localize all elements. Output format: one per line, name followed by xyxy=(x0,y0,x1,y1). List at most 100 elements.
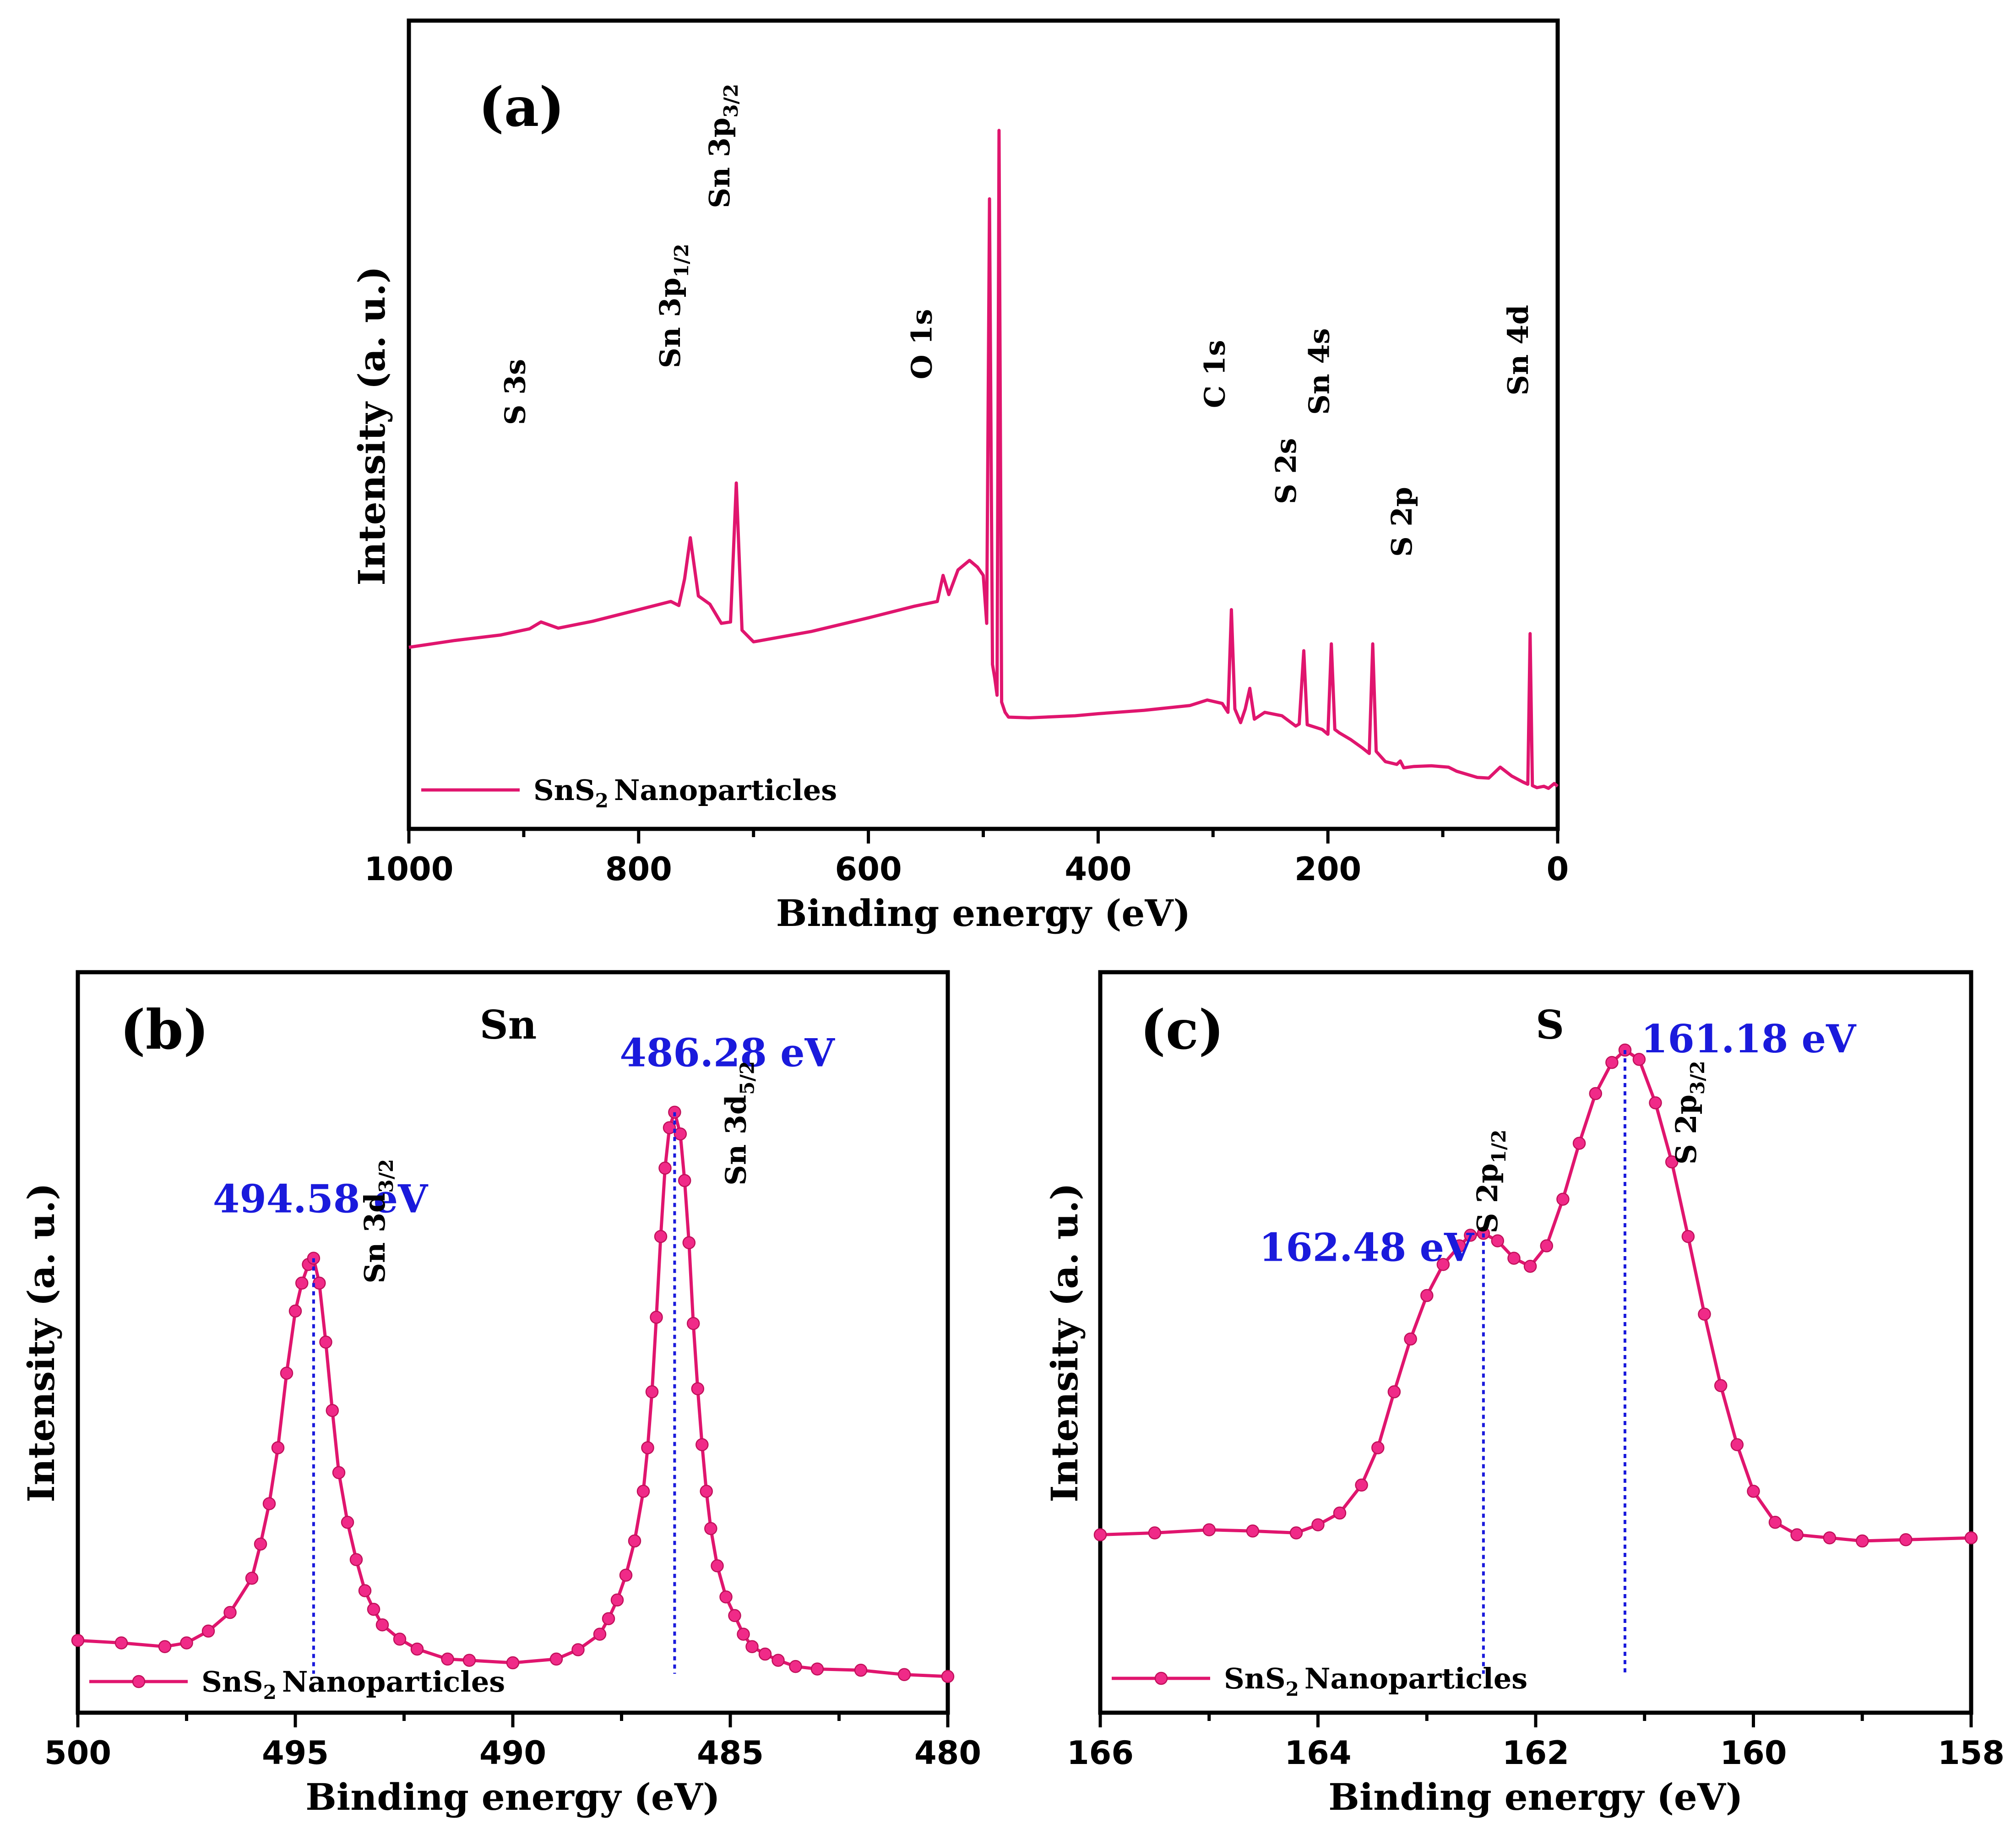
legend-label-text: SnS xyxy=(201,1665,263,1698)
data-point xyxy=(1632,1053,1646,1066)
data-point xyxy=(1436,1258,1450,1271)
data-point xyxy=(658,1161,672,1175)
data-point xyxy=(223,1606,237,1619)
peak-label-sub: 5/2 xyxy=(736,1061,758,1095)
peak-label-sub: 1/2 xyxy=(1488,1130,1510,1164)
data-point xyxy=(295,1276,309,1290)
plot-frame xyxy=(407,18,1560,831)
peak-label-text: C 1s xyxy=(1198,340,1231,408)
y-axis-label: Intensity (a. u.) xyxy=(1043,1183,1086,1502)
peak-label: Sn 3p1/2 xyxy=(653,244,693,368)
peak-annotation: Sn 3d3/2 xyxy=(358,1159,397,1284)
peak-label: O 1s xyxy=(905,309,939,380)
data-point xyxy=(1453,1239,1466,1252)
data-point xyxy=(654,1230,668,1243)
data-point xyxy=(789,1660,802,1673)
legend-marker xyxy=(1154,1671,1168,1685)
legend-label: SnS2 Nanoparticles xyxy=(201,1665,505,1704)
data-point xyxy=(745,1640,759,1653)
data-point xyxy=(686,1317,700,1330)
data-point xyxy=(341,1516,354,1529)
peak-label-text: Sn 3d xyxy=(719,1095,752,1186)
peak-annotation: Sn 3d5/2 xyxy=(719,1061,758,1186)
data-point xyxy=(1507,1252,1521,1265)
data-point xyxy=(1714,1379,1728,1393)
data-point xyxy=(1681,1230,1695,1243)
data-point xyxy=(1823,1531,1837,1545)
panel-a: 1000 800 600 400 200 0 Binding energy (eV) Inte… xyxy=(350,18,1569,935)
data-point xyxy=(737,1628,750,1641)
data-point xyxy=(1856,1534,1869,1548)
data-point xyxy=(628,1534,641,1548)
peak-annotation: O 1s xyxy=(905,309,939,380)
peak-label: Sn 3p3/2 xyxy=(703,84,742,208)
data-point xyxy=(549,1652,563,1666)
peak-label-text: Sn 3p xyxy=(703,118,736,208)
data-point xyxy=(1202,1523,1216,1536)
x-tick-label: 1000 xyxy=(364,850,454,888)
peak-label: S 3s xyxy=(499,359,532,425)
peak-annotation: S 2s xyxy=(1269,438,1303,504)
data-point xyxy=(691,1382,705,1395)
data-point xyxy=(201,1624,215,1638)
data-point xyxy=(1371,1441,1385,1454)
data-point xyxy=(245,1572,259,1585)
data-point xyxy=(462,1654,476,1667)
data-point xyxy=(602,1612,615,1625)
data-point xyxy=(1790,1528,1804,1541)
peak-label: C 1s xyxy=(1198,340,1231,408)
data-point xyxy=(593,1628,607,1641)
data-point xyxy=(711,1559,724,1573)
data-point xyxy=(610,1593,624,1607)
peak-label-sub: 3/2 xyxy=(1686,1061,1709,1094)
data-point xyxy=(319,1335,332,1349)
peak-label-text: Sn 4s xyxy=(1303,328,1336,415)
peak-annotation: S 2p3/2 xyxy=(1669,1061,1709,1165)
data-point xyxy=(1730,1438,1744,1451)
data-point xyxy=(1420,1289,1434,1302)
data-point xyxy=(728,1609,741,1622)
data-point xyxy=(636,1485,650,1498)
data-point xyxy=(313,1276,326,1290)
data-point xyxy=(641,1441,654,1454)
data-point xyxy=(1404,1332,1417,1346)
data-point xyxy=(941,1670,955,1683)
legend-label: SnS2 Nanoparticles xyxy=(1224,1662,1527,1700)
data-point xyxy=(810,1662,824,1676)
data-point xyxy=(704,1522,717,1535)
data-point xyxy=(180,1636,193,1649)
data-point xyxy=(441,1652,454,1666)
x-tick-label: 480 xyxy=(914,1734,981,1772)
x-tick-label: 162 xyxy=(1502,1734,1569,1772)
data-point xyxy=(772,1654,785,1667)
data-point xyxy=(1768,1516,1782,1529)
data-point xyxy=(1572,1137,1586,1150)
data-point xyxy=(114,1636,128,1649)
x-axis-label: Binding energy (eV) xyxy=(305,1775,720,1818)
x-tick-label: 200 xyxy=(1294,850,1361,888)
data-point xyxy=(1747,1485,1760,1498)
peak-label-text: S 2p xyxy=(1471,1163,1504,1233)
peak-label: Sn 4s xyxy=(1303,328,1336,415)
peak-annotation: Sn 3p3/2 xyxy=(703,84,742,208)
legend-label-sub: 2 xyxy=(263,1681,277,1704)
plot-frame xyxy=(1098,970,1973,1715)
legend-label-text: SnS xyxy=(1224,1662,1286,1695)
panel-label: (a) xyxy=(478,75,565,139)
data-point xyxy=(571,1643,585,1656)
data-point xyxy=(1355,1478,1368,1492)
peak-label-sub: 3/2 xyxy=(720,84,742,118)
peak-label-text: Sn 3p xyxy=(653,278,687,368)
legend-label-suffix: Nanoparticles xyxy=(282,1665,505,1698)
peak-annotation: S 2p xyxy=(1385,487,1418,557)
data-point xyxy=(674,1127,687,1141)
data-point xyxy=(1477,1227,1490,1240)
series-line xyxy=(77,1111,948,1678)
peak-annotation: S 3s xyxy=(499,359,532,425)
peak-label-text: S 3s xyxy=(499,359,532,425)
y-axis-label: Intensity (a. u.) xyxy=(350,266,393,586)
y-axis-label: Intensity (a. u.) xyxy=(20,1183,63,1502)
data-point xyxy=(645,1385,659,1399)
data-point xyxy=(1589,1087,1603,1100)
x-axis-label: Binding energy (eV) xyxy=(1328,1775,1743,1818)
